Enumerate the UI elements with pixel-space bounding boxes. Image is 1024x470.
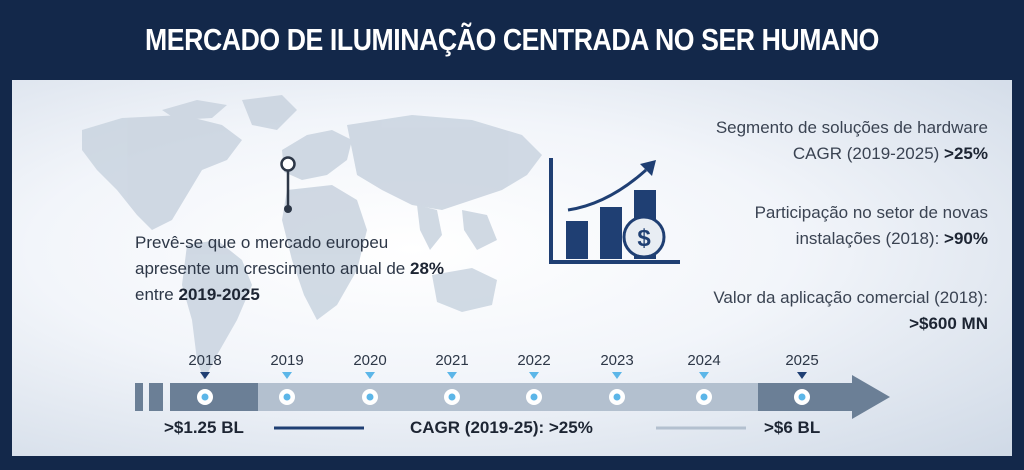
timeline-marker-dot-2018	[201, 393, 209, 401]
timeline-segment-middle	[258, 383, 758, 411]
timeline-year-2025: 2025	[785, 352, 819, 369]
timeline-pointer-2025	[797, 372, 807, 379]
timeline-arrow	[135, 372, 890, 430]
timeline-pointer-2024	[699, 372, 709, 379]
europe-growth-value: 28%	[410, 259, 445, 278]
timeline-marker-dot-2021	[448, 393, 456, 401]
stat-commercial-value: Valor da aplicação comercial (2018): >$6…	[713, 288, 988, 333]
world-map-icon	[82, 95, 542, 380]
timeline-pointer-2022	[529, 372, 539, 379]
europe-line-1: Prevê-se que o mercado europeu	[135, 233, 389, 252]
europe-line-3: entre 2019-2025	[135, 285, 260, 304]
timeline-pointer-2020	[365, 372, 375, 379]
europe-forecast-text: Prevê-se que o mercado europeu apresente…	[135, 230, 475, 308]
timeline-pointer-2018	[200, 372, 210, 379]
stat-commercial-value-amount: >$600 MN	[909, 314, 988, 333]
timeline-marker-dot-2019	[283, 393, 291, 401]
timeline-arrow-head	[852, 375, 890, 419]
timeline-segment-start	[170, 383, 258, 411]
timeline-pointer-2021	[447, 372, 457, 379]
timeline-year-2023: 2023	[600, 352, 634, 369]
page-title: MERCADO DE ILUMINAÇÃO CENTRADA NO SER HU…	[145, 22, 879, 57]
timeline-marker-dot-2020	[366, 393, 374, 401]
timeline-cagr: CAGR (2019-25): >25%	[410, 418, 593, 437]
svg-text:$: $	[637, 225, 651, 252]
timeline-year-2018: 2018	[188, 352, 222, 369]
stat-new-installations-value: >90%	[944, 229, 988, 248]
stat-hardware-value: >25%	[944, 144, 988, 163]
growth-chart-dollar-icon: $	[549, 158, 680, 264]
timeline-year-2022: 2022	[517, 352, 551, 369]
timeline-start-value: >$1.25 BL	[164, 418, 244, 437]
timeline-marker-dot-2025	[798, 393, 806, 401]
timeline-marker-dot-2022	[530, 393, 538, 401]
timeline-pointer-2019	[282, 372, 292, 379]
europe-period-value: 2019-2025	[178, 285, 260, 304]
timeline-marker-dot-2024	[700, 393, 708, 401]
timeline-tick-2	[149, 383, 163, 411]
stat-new-installations: Participação no setor de novas instalaçõ…	[754, 203, 988, 248]
timeline-year-2020: 2020	[353, 352, 387, 369]
timeline-tick-1	[135, 383, 143, 411]
content-panel: Prevê-se que o mercado europeu apresente…	[12, 80, 1012, 456]
europe-line-2: apresente um crescimento anual de 28%	[135, 259, 445, 278]
timeline-year-2021: 2021	[435, 352, 469, 369]
timeline-year-2019: 2019	[270, 352, 304, 369]
timeline-end-value: >$6 BL	[764, 418, 821, 437]
timeline-pointer-2023	[612, 372, 622, 379]
timeline-year-2024: 2024	[687, 352, 721, 369]
stat-hardware: Segmento de soluções de hardware CAGR (2…	[715, 118, 988, 163]
timeline-marker-dot-2023	[613, 393, 621, 401]
location-pin-icon	[280, 156, 296, 213]
